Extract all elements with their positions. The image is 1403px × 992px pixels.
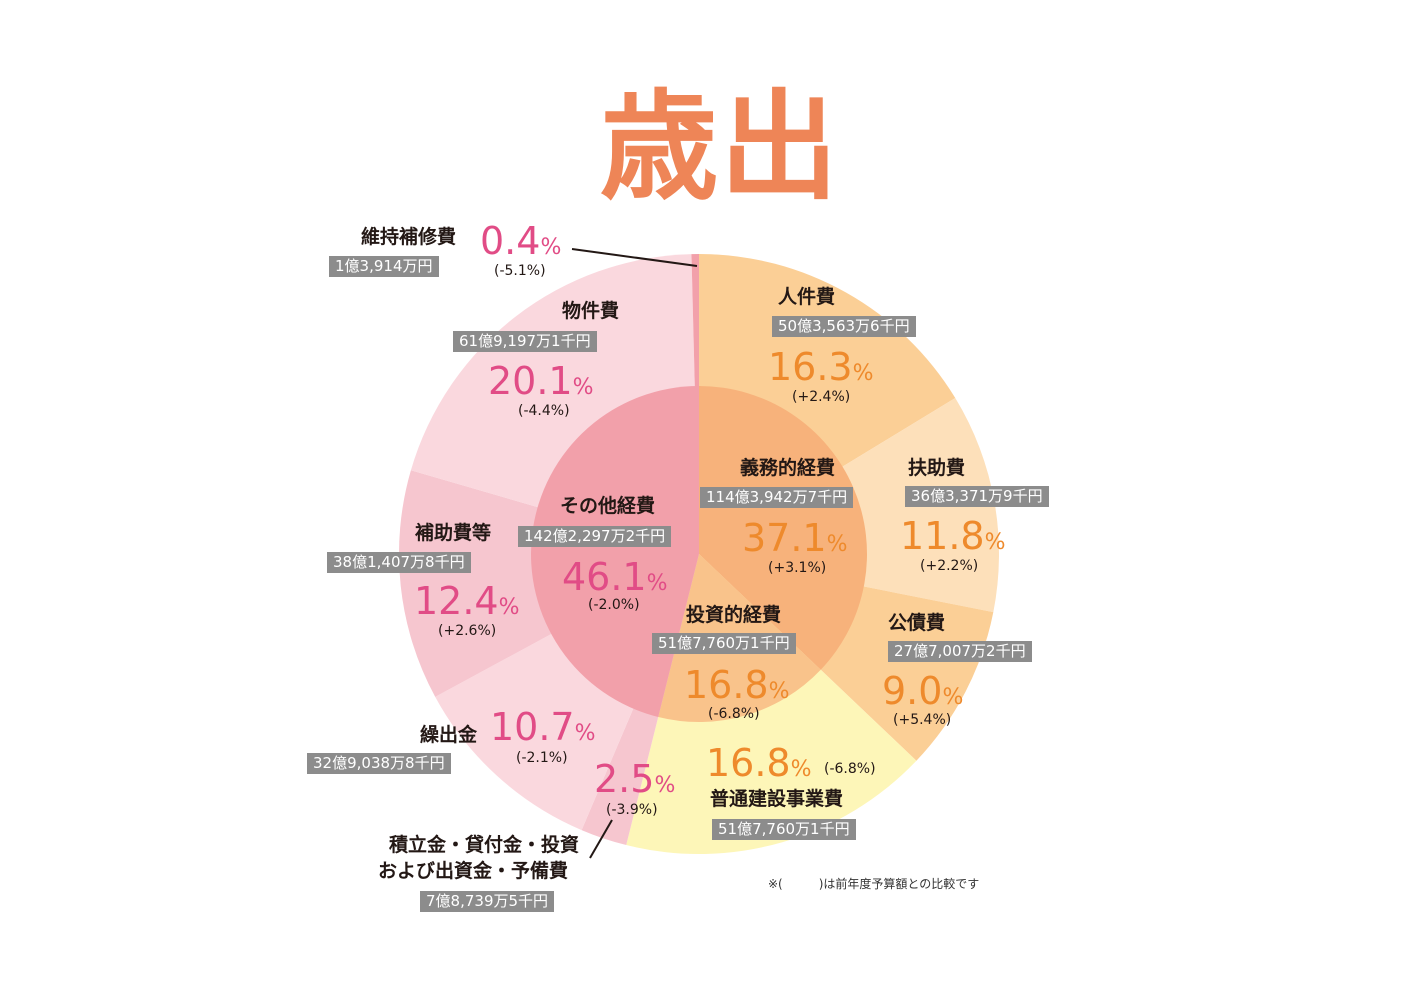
label-jinken-amount: 50億3,563万6千円 xyxy=(772,316,916,337)
label-hojo-change: (+2.6%) xyxy=(438,623,497,639)
inner-slice-0 xyxy=(699,386,867,670)
label-jinken-pct: 16.3% xyxy=(768,345,874,389)
label-tsumitate-name-line2: および出資金・予備費 xyxy=(378,860,569,882)
label-bukken-change: (-4.4%) xyxy=(518,403,570,419)
label-sonota-name: その他経費 xyxy=(560,495,656,517)
label-iji-name: 維持補修費 xyxy=(361,226,457,248)
label-toshi-change: (-6.8%) xyxy=(708,706,760,722)
label-futsu-amount: 51億7,760万1千円 xyxy=(712,819,856,840)
label-sonota-amount: 142億2,297万2千円 xyxy=(518,526,672,547)
leader-line-iji xyxy=(571,248,698,267)
label-toshi-name: 投資的経費 xyxy=(686,604,782,626)
label-kuridashi-pct: 10.7% xyxy=(490,705,596,749)
label-kuridashi-change: (-2.1%) xyxy=(516,750,568,766)
label-bukken-pct: 20.1% xyxy=(488,359,594,403)
label-gimu-name: 義務的経費 xyxy=(740,457,836,479)
label-futsu-name: 普通建設事業費 xyxy=(710,788,844,810)
label-tsumitate-change: (-3.9%) xyxy=(606,802,658,818)
label-iji-change: (-5.1%) xyxy=(494,263,546,279)
label-kosai-pct: 9.0% xyxy=(882,669,964,713)
label-kosai-name: 公債費 xyxy=(888,612,946,634)
label-gimu-pct: 37.1% xyxy=(742,516,848,560)
label-bukken-name: 物件費 xyxy=(562,300,620,322)
label-tsumitate-pct: 2.5% xyxy=(594,757,676,801)
footnote: ※( )は前年度予算額との比較です xyxy=(768,877,980,891)
label-gimu-change: (+3.1%) xyxy=(768,560,827,576)
label-kuridashi-amount: 32億9,038万8千円 xyxy=(307,753,451,774)
label-bukken-amount: 61億9,197万1千円 xyxy=(453,331,597,352)
label-kosai-amount: 27億7,007万2千円 xyxy=(888,641,1032,662)
label-jinken-name: 人件費 xyxy=(778,286,836,308)
page-title: 歳出 xyxy=(599,77,840,216)
label-jinken-change: (+2.4%) xyxy=(792,389,851,405)
label-tsumitate-name-line1: 積立金・貸付金・投資 xyxy=(389,834,580,856)
label-sonota-pct: 46.1% xyxy=(562,555,668,599)
label-futsu-pct: 16.8% xyxy=(706,741,812,785)
leader-line-tsumitate xyxy=(589,819,613,859)
label-toshi-amount: 51億7,760万1千円 xyxy=(652,633,796,654)
label-kuridashi-name: 繰出金 xyxy=(420,724,478,746)
label-iji-pct: 0.4% xyxy=(480,219,562,263)
label-hojo-name: 補助費等 xyxy=(415,522,492,544)
label-kosai-change: (+5.4%) xyxy=(893,712,952,728)
label-gimu-amount: 114億3,942万7千円 xyxy=(700,487,854,508)
label-toshi-pct: 16.8% xyxy=(684,663,790,707)
label-sonota-change: (-2.0%) xyxy=(588,597,640,613)
label-iji-amount: 1億3,914万円 xyxy=(329,256,439,277)
label-fujo-amount: 36億3,371万9千円 xyxy=(905,486,1049,507)
label-futsu-change: (-6.8%) xyxy=(824,761,876,777)
label-hojo-pct: 12.4% xyxy=(414,579,520,623)
label-tsumitate-amount: 7億8,739万5千円 xyxy=(420,891,555,912)
label-hojo-amount: 38億1,407万8千円 xyxy=(327,552,471,573)
label-fujo-name: 扶助費 xyxy=(908,457,966,479)
label-fujo-pct: 11.8% xyxy=(900,514,1006,558)
label-fujo-change: (+2.2%) xyxy=(920,558,979,574)
leader-lines xyxy=(571,248,698,859)
